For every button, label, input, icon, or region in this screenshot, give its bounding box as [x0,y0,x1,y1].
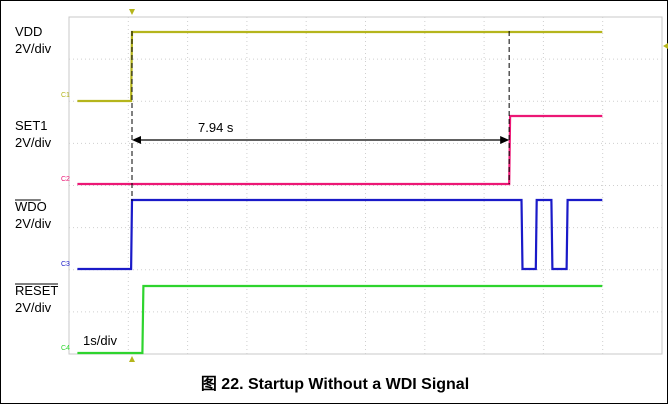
channel-tag-c2: C2 [61,176,70,183]
trace-set1 [77,114,603,186]
trigger-level-marker [663,43,668,49]
channel-tag-c1: C1 [61,92,70,99]
arrowhead-left [132,136,141,144]
trace-vdd [77,30,603,103]
channel-scale-set1: 2V/div [15,135,52,150]
channel-label-reset: RESET [15,283,58,298]
channel-label-vdd: VDD [15,24,42,39]
oscilloscope-plot: C1 VDD 2V/div C2 SET1 2V/div C3 WDO 2V/div C4 RESE… [15,9,668,362]
channel-label-set1: SET1 [15,118,48,133]
channel-label-wdo: WDO [15,199,47,214]
trace-wdo [77,198,603,271]
measurement-label: 7.94 s [198,120,234,135]
figure-caption: 图 22. Startup Without a WDI Signal [200,376,470,393]
trace-reset [77,284,603,355]
arrowhead-right [500,136,510,144]
channel-scale-wdo: 2V/div [15,216,52,231]
channel-tag-c4: C4 [61,345,70,352]
channel-scale-vdd: 2V/div [15,41,52,56]
trigger-marker-top [129,9,135,15]
channel-scale-reset: 2V/div [15,300,52,315]
trigger-marker-bottom [129,356,135,362]
channel-tag-c3: C3 [61,261,70,268]
timebase-label: 1s/div [83,333,117,348]
